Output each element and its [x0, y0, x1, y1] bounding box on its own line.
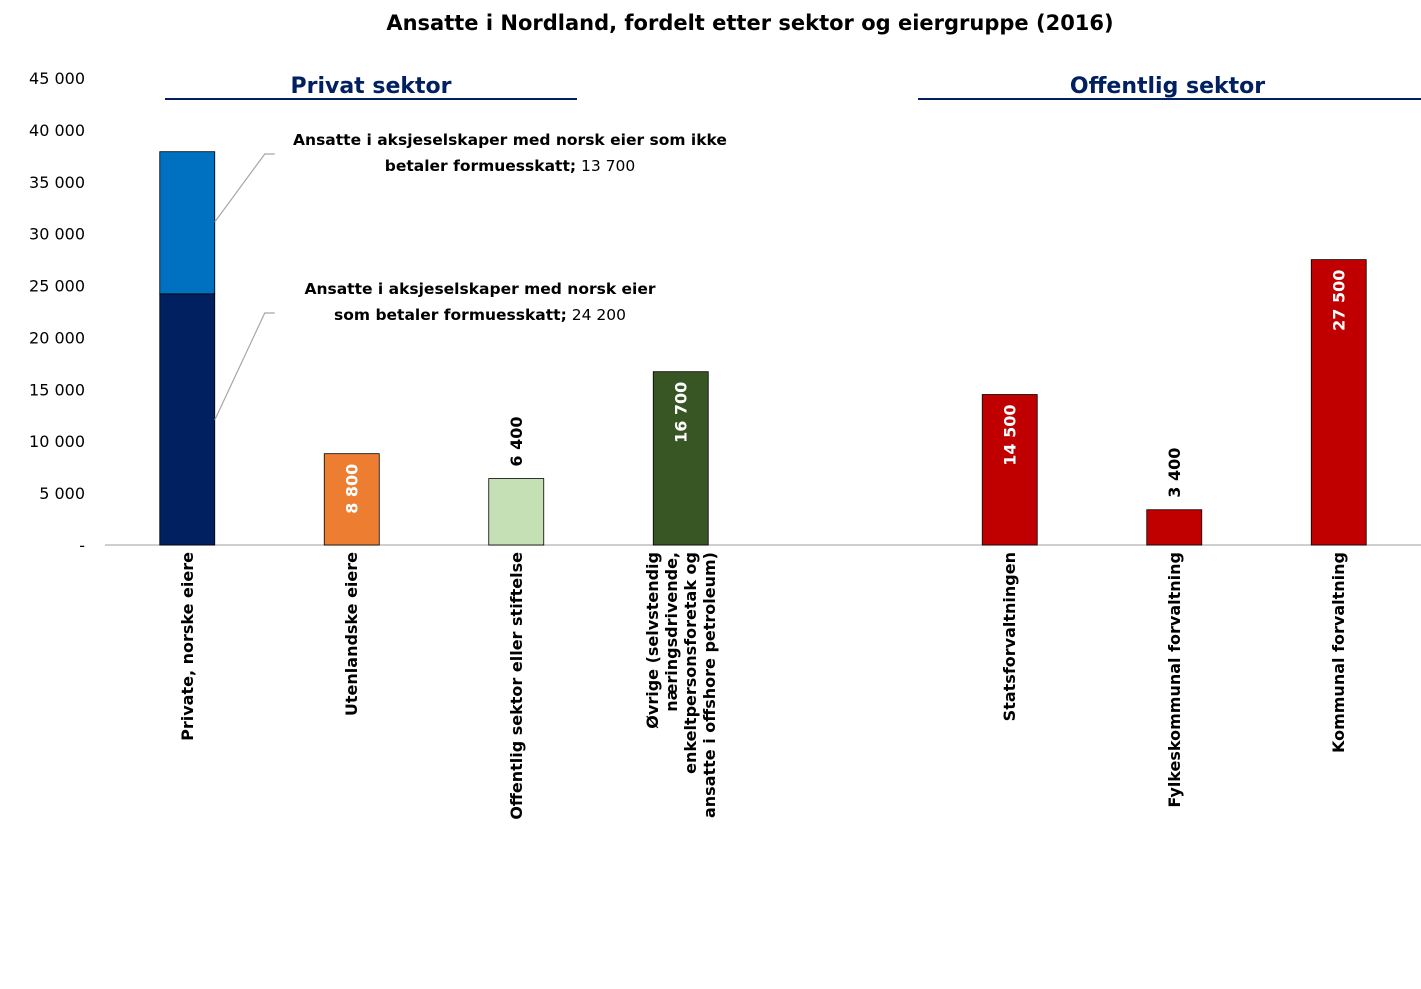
bar	[159, 151, 216, 295]
y-tick-label: 30 000	[29, 225, 85, 244]
group-label: Privat sektor	[290, 74, 451, 99]
chart-title: Ansatte i Nordland, fordelt etter sektor…	[386, 11, 1113, 35]
data-label: 14 500	[1001, 405, 1020, 466]
x-tick-label: Utenlandske eiere	[342, 552, 362, 717]
x-tick-label: Offentlig sektor eller stiftelse	[506, 552, 526, 820]
callout: Ansatte i aksjeselskaper med norsk eier …	[290, 127, 730, 179]
callout-value: 24 200	[571, 306, 626, 324]
y-tick-label: 35 000	[29, 173, 85, 192]
data-label: 27 500	[1330, 270, 1349, 331]
y-tick-label: 15 000	[29, 380, 85, 399]
x-tick-label: Øvrige (selvstendig næringsdrivende, enk…	[642, 552, 719, 818]
data-label: 8 800	[343, 464, 362, 514]
data-label: 16 700	[672, 382, 691, 443]
y-tick-label: 20 000	[29, 328, 85, 347]
bar	[323, 453, 380, 546]
callout-line	[214, 312, 275, 421]
bar	[1146, 509, 1203, 546]
callout-line	[214, 153, 275, 223]
data-label: 3 400	[1165, 448, 1184, 498]
y-tick-label: 40 000	[29, 121, 85, 140]
callout: Ansatte i aksjeselskaper med norsk eier …	[290, 276, 670, 328]
bar	[981, 394, 1038, 546]
y-tick-label: 5 000	[39, 484, 85, 503]
x-tick-label: Private, norske eiere	[177, 552, 197, 741]
x-tick-label: Kommunal forvaltning	[1329, 552, 1349, 754]
y-tick-label: 25 000	[29, 277, 85, 296]
bar	[159, 293, 216, 546]
x-tick-label: Statsforvaltningen	[1000, 552, 1020, 722]
group-label: Offentlig sektor	[1070, 74, 1265, 99]
callout-name: Ansatte i aksjeselskaper med norsk eier …	[293, 131, 727, 175]
x-tick-label: Fylkeskommunal forvaltning	[1164, 552, 1184, 808]
bar	[488, 478, 545, 546]
bar	[652, 371, 709, 546]
bar	[1310, 259, 1367, 546]
y-tick-label: -	[79, 536, 85, 555]
callout-value: 13 700	[581, 157, 636, 175]
data-label: 6 400	[507, 416, 526, 466]
y-tick-label: 10 000	[29, 432, 85, 451]
y-tick-label: 45 000	[29, 69, 85, 88]
callout-name: Ansatte i aksjeselskaper med norsk eier …	[304, 280, 656, 324]
